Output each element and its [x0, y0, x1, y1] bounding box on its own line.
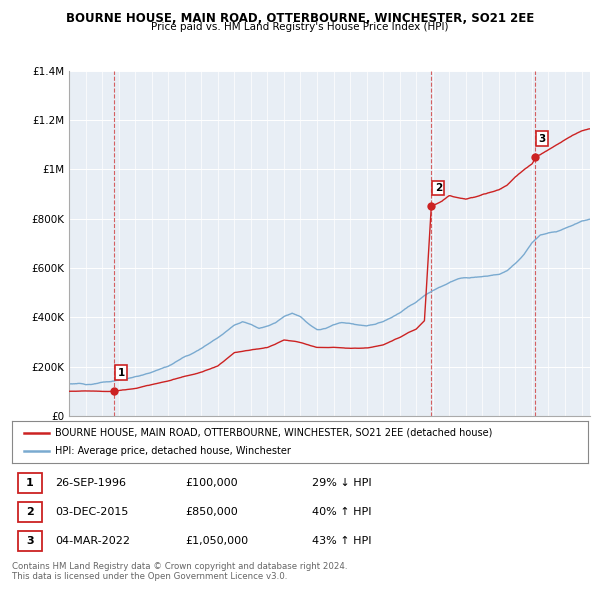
FancyBboxPatch shape [18, 473, 42, 493]
Text: £850,000: £850,000 [185, 507, 238, 517]
Text: 43% ↑ HPI: 43% ↑ HPI [311, 536, 371, 546]
Text: 1: 1 [26, 477, 34, 487]
Text: 1: 1 [118, 368, 125, 378]
Text: BOURNE HOUSE, MAIN ROAD, OTTERBOURNE, WINCHESTER, SO21 2EE: BOURNE HOUSE, MAIN ROAD, OTTERBOURNE, WI… [66, 12, 534, 25]
Text: 03-DEC-2015: 03-DEC-2015 [55, 507, 128, 517]
Text: Price paid vs. HM Land Registry's House Price Index (HPI): Price paid vs. HM Land Registry's House … [151, 22, 449, 32]
Text: 40% ↑ HPI: 40% ↑ HPI [311, 507, 371, 517]
Text: 04-MAR-2022: 04-MAR-2022 [55, 536, 130, 546]
FancyBboxPatch shape [18, 531, 42, 551]
Text: 2: 2 [435, 183, 442, 193]
Text: 3: 3 [538, 133, 545, 143]
Text: £1,050,000: £1,050,000 [185, 536, 248, 546]
Text: BOURNE HOUSE, MAIN ROAD, OTTERBOURNE, WINCHESTER, SO21 2EE (detached house): BOURNE HOUSE, MAIN ROAD, OTTERBOURNE, WI… [55, 428, 493, 438]
Text: Contains HM Land Registry data © Crown copyright and database right 2024.
This d: Contains HM Land Registry data © Crown c… [12, 562, 347, 581]
Text: 29% ↓ HPI: 29% ↓ HPI [311, 477, 371, 487]
Text: 2: 2 [26, 507, 34, 517]
Text: HPI: Average price, detached house, Winchester: HPI: Average price, detached house, Winc… [55, 446, 291, 456]
Text: 3: 3 [26, 536, 34, 546]
Text: 26-SEP-1996: 26-SEP-1996 [55, 477, 126, 487]
Text: £100,000: £100,000 [185, 477, 238, 487]
FancyBboxPatch shape [18, 502, 42, 522]
